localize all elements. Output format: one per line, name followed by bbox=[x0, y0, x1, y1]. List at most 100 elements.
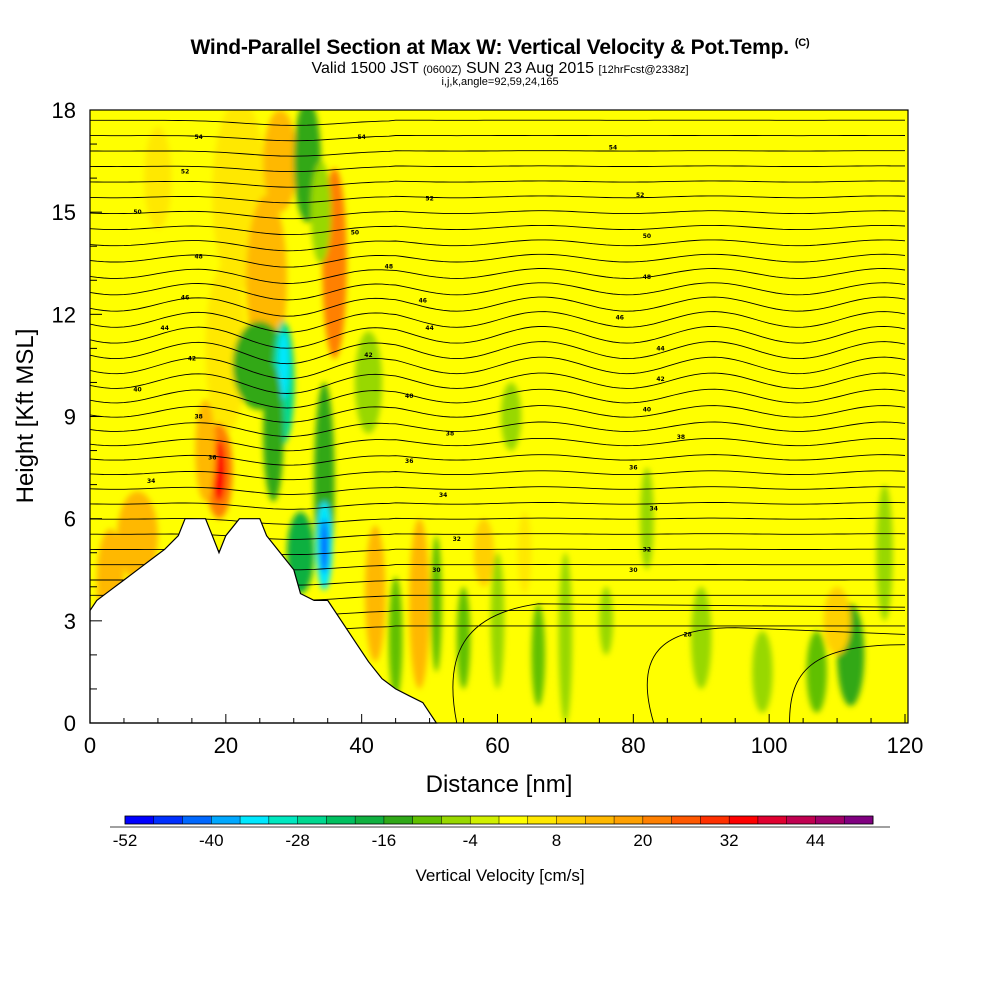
theta-contour-label: 44 bbox=[656, 345, 664, 352]
theta-contour-label: 40 bbox=[405, 393, 413, 400]
y-tick-label: 18 bbox=[52, 98, 76, 123]
theta-contour bbox=[90, 388, 906, 409]
theta-contour bbox=[90, 195, 906, 204]
theta-contour bbox=[272, 110, 316, 111]
colorbar-swatch bbox=[527, 816, 557, 824]
colorbar-swatch bbox=[585, 816, 615, 824]
theta-contour-label: 44 bbox=[161, 325, 169, 332]
velocity-cell bbox=[144, 127, 172, 230]
theta-contour bbox=[90, 134, 906, 142]
velocity-cell bbox=[473, 518, 495, 587]
colorbar-swatch bbox=[642, 816, 672, 824]
theta-contour bbox=[90, 437, 906, 452]
colorbar-tick-label: -16 bbox=[372, 831, 397, 850]
y-tick-label: 15 bbox=[52, 200, 76, 225]
theta-contour bbox=[90, 325, 906, 349]
velocity-cell bbox=[354, 331, 383, 434]
colorbar-swatch bbox=[786, 816, 816, 824]
theta-contour-label: 42 bbox=[364, 352, 372, 359]
velocity-cell bbox=[409, 518, 430, 689]
velocity-cell bbox=[212, 440, 226, 502]
theta-contour bbox=[90, 224, 906, 236]
theta-contour bbox=[90, 470, 906, 481]
velocity-cell bbox=[531, 603, 546, 706]
velocity-cell bbox=[365, 525, 386, 662]
colorbar-tick-label: -4 bbox=[463, 831, 478, 850]
theta-contours: 54 52 50 48 46 44 42 40 38 36 34 54 52 50 48 46 44 42 40 38… bbox=[90, 110, 906, 723]
colorbar-swatch bbox=[700, 816, 730, 824]
colorbar-swatch bbox=[729, 816, 759, 824]
velocity-cell bbox=[599, 586, 613, 655]
theta-contour-label: 46 bbox=[181, 294, 189, 301]
colorbar-swatch bbox=[182, 816, 212, 824]
velocity-cell bbox=[388, 576, 403, 700]
theta-contour-label: 40 bbox=[133, 386, 141, 393]
theta-contour-label: 50 bbox=[133, 209, 141, 216]
velocity-cell bbox=[263, 365, 284, 502]
velocity-cell bbox=[691, 586, 712, 689]
theta-contour bbox=[90, 517, 906, 525]
theta-contour-label: 44 bbox=[425, 325, 433, 332]
colorbar-swatch bbox=[470, 816, 500, 824]
theta-contour-label: 38 bbox=[677, 434, 685, 441]
theta-contour-label: 36 bbox=[629, 465, 637, 472]
velocity-cell bbox=[490, 552, 505, 689]
theta-contour bbox=[90, 454, 906, 466]
theta-contour-label: 54 bbox=[194, 134, 202, 141]
colorbar-label: Vertical Velocity [cm/s] bbox=[415, 866, 584, 885]
theta-contour-label: 34 bbox=[439, 492, 447, 499]
theta-contour bbox=[90, 341, 906, 365]
x-axis-label: Distance [nm] bbox=[426, 771, 573, 798]
x-tick-label: 60 bbox=[485, 733, 509, 758]
colorbar-swatch bbox=[844, 816, 874, 824]
velocity-cell bbox=[117, 491, 158, 580]
colorbar-swatch bbox=[153, 816, 183, 824]
colorbar-tick-label: 8 bbox=[552, 831, 561, 850]
x-tick-label: 100 bbox=[751, 733, 788, 758]
theta-contour bbox=[90, 253, 906, 268]
velocity-cell bbox=[823, 586, 851, 655]
terrain-profile bbox=[89, 518, 438, 724]
colorbar-swatch bbox=[757, 816, 787, 824]
colorbar-swatch bbox=[240, 816, 270, 824]
velocity-cells bbox=[96, 110, 893, 723]
y-axis-label: Height [Kft MSL] bbox=[12, 329, 39, 504]
theta-contour-label: 30 bbox=[629, 567, 637, 574]
x-tick-label: 40 bbox=[349, 733, 373, 758]
terrain-mask bbox=[89, 518, 438, 724]
utc-time: (0600Z) bbox=[422, 64, 462, 76]
theta-contour bbox=[90, 311, 906, 333]
colorbar-swatch bbox=[412, 816, 442, 824]
theta-contour bbox=[90, 356, 906, 380]
colorbar-swatch bbox=[326, 816, 356, 824]
velocity-cell bbox=[430, 535, 442, 672]
theta-contour-label: 34 bbox=[650, 505, 658, 512]
colorbar-swatch bbox=[556, 816, 586, 824]
colorbar-swatch bbox=[441, 816, 471, 824]
forecast-info: [12hrFcst@2338z] bbox=[598, 64, 689, 76]
theta-contour bbox=[90, 165, 905, 173]
theta-contour-label: 36 bbox=[405, 458, 413, 465]
colorbar-tick-label: -28 bbox=[285, 831, 310, 850]
theta-contour-label: 38 bbox=[446, 431, 454, 438]
theta-contour bbox=[90, 486, 906, 495]
theta-contour bbox=[90, 502, 906, 510]
theta-contour bbox=[90, 119, 905, 126]
section-indices: i,j,k,angle=92,59,24,165 bbox=[441, 76, 559, 88]
theta-contour bbox=[90, 282, 906, 301]
theta-contour-label: 34 bbox=[147, 478, 155, 485]
theta-contour-label: 42 bbox=[188, 356, 196, 363]
velocity-cell bbox=[558, 552, 573, 723]
theta-contour bbox=[646, 627, 906, 723]
theta-contour bbox=[90, 421, 906, 437]
theta-contour-label: 38 bbox=[194, 414, 202, 421]
theta-contour-label: 52 bbox=[425, 196, 433, 203]
x-tick-label: 80 bbox=[621, 733, 645, 758]
theta-contour-label: 50 bbox=[351, 230, 359, 237]
theta-contour-label: 30 bbox=[432, 567, 440, 574]
colorbar-tick-label: 44 bbox=[806, 831, 825, 850]
y-tick-label: 3 bbox=[64, 609, 76, 634]
theta-contour bbox=[90, 239, 906, 252]
theta-contour bbox=[90, 210, 906, 220]
